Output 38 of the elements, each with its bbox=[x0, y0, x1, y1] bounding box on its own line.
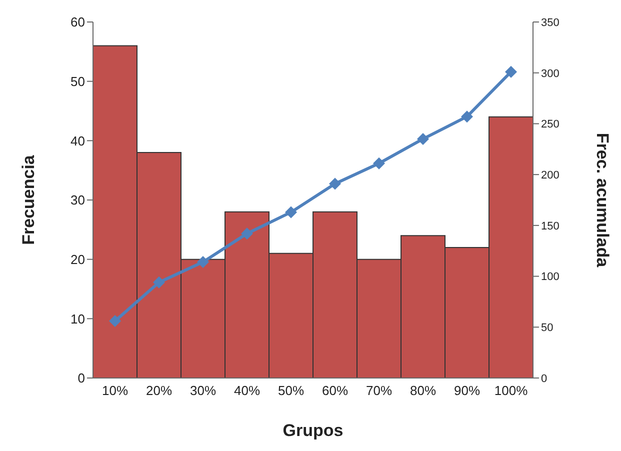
x-tick-label: 40% bbox=[234, 383, 260, 398]
y2-tick-label: 50 bbox=[541, 322, 554, 334]
y2-tick-label: 250 bbox=[541, 118, 560, 131]
point bbox=[461, 110, 473, 123]
point bbox=[329, 178, 341, 190]
x-tick-label: 60% bbox=[322, 383, 348, 398]
point bbox=[373, 157, 385, 170]
y-tick-label: 0 bbox=[78, 370, 85, 386]
y2-tick-label: 350 bbox=[541, 16, 560, 29]
y2-tick-label: 300 bbox=[541, 68, 560, 80]
y-axis-title: Frecuencia bbox=[19, 154, 38, 245]
y-tick-label: 60 bbox=[70, 14, 85, 30]
x-tick-label: 50% bbox=[278, 383, 304, 398]
y-tick-label: 50 bbox=[70, 74, 85, 89]
y-tick-label: 40 bbox=[70, 133, 85, 148]
point bbox=[285, 206, 297, 218]
y-tick-label: 30 bbox=[70, 192, 85, 208]
x-tick-label: 90% bbox=[454, 383, 480, 398]
y2-tick-label: 100 bbox=[541, 271, 560, 284]
y2-axis-title: Frec. acumulada bbox=[592, 132, 612, 268]
point bbox=[241, 228, 253, 240]
point bbox=[153, 276, 165, 288]
x-tick-label: 100% bbox=[494, 383, 528, 398]
y2-tick-label: 0 bbox=[541, 372, 548, 385]
x-tick-label: 20% bbox=[146, 383, 172, 398]
x-tick-label: 30% bbox=[190, 383, 216, 398]
point bbox=[197, 256, 209, 268]
y-tick-label: 10 bbox=[70, 311, 85, 326]
x-axis-title: Grupos bbox=[282, 421, 344, 440]
point bbox=[417, 132, 429, 145]
x-tick-label: 80% bbox=[410, 383, 436, 398]
y2-tick-label: 150 bbox=[541, 220, 560, 232]
y2-tick-label: 200 bbox=[541, 169, 560, 182]
point bbox=[109, 315, 121, 328]
y-tick-label: 20 bbox=[70, 252, 85, 267]
x-tick-label: 70% bbox=[366, 383, 392, 398]
point bbox=[505, 66, 517, 78]
x-tick-label: 10% bbox=[102, 383, 128, 398]
